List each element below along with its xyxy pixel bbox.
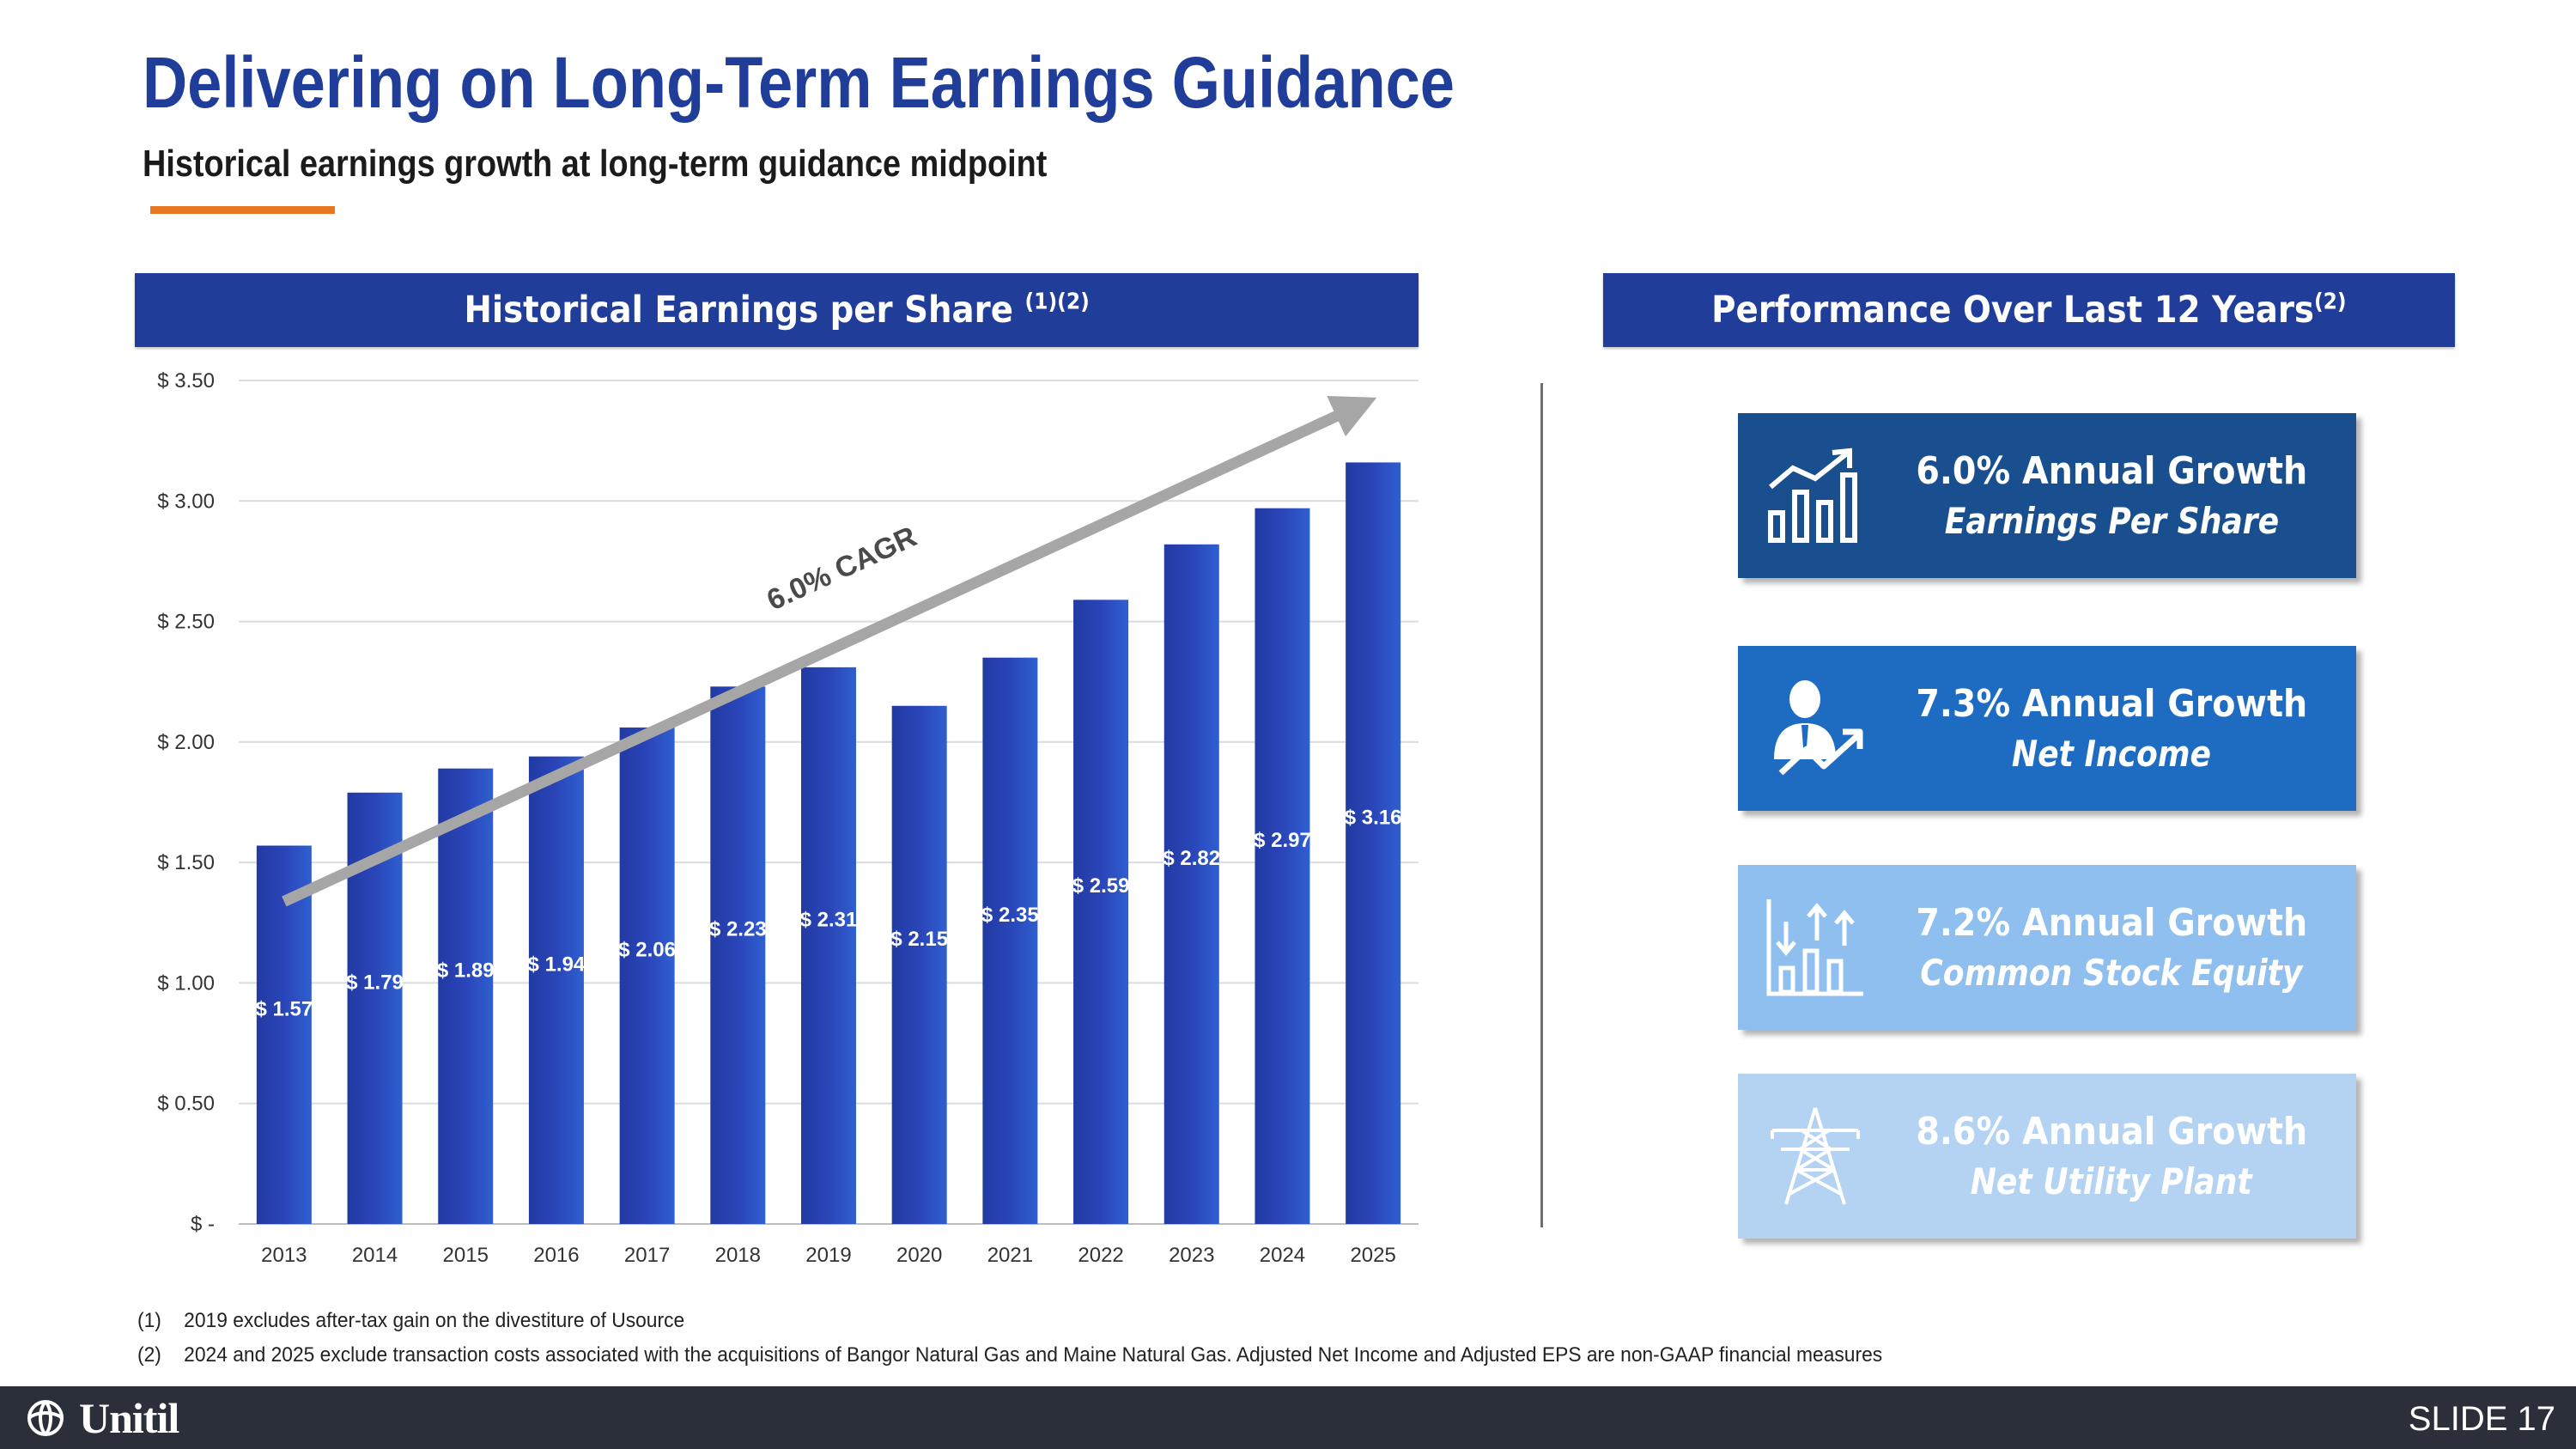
bar-value-label: $ 2.23 — [709, 918, 767, 941]
card-metric-label: Net Income — [2011, 733, 2212, 775]
page-title: Delivering on Long-Term Earnings Guidanc… — [143, 42, 1455, 123]
y-tick-label: $ 2.00 — [157, 731, 215, 754]
cagr-trend-arrow — [282, 396, 1377, 907]
bar — [1163, 544, 1219, 1224]
chart-panel-header-text: Historical Earnings per Share — [464, 289, 1013, 332]
bar-chart-growth-icon — [1768, 447, 1857, 543]
footer-bar: Unitil SLIDE 17 — [0, 1386, 2576, 1449]
bar — [619, 728, 675, 1224]
card-growth-value: 7.2% Annual Growth — [1916, 901, 2307, 945]
footnote-text: 2024 and 2025 exclude transaction costs … — [184, 1343, 1883, 1367]
cagr-annotation: 6.0% CAGR — [762, 521, 921, 618]
y-tick-label: $ 3.50 — [157, 369, 215, 393]
x-tick-label: 2020 — [896, 1244, 942, 1267]
page-subtitle: Historical earnings growth at long-term … — [143, 143, 1048, 185]
x-tick-label: 2025 — [1350, 1244, 1395, 1267]
performance-card-equity: 7.2% Annual Growth Common Stock Equity — [1738, 865, 2356, 1030]
performance-panel-header: Performance Over Last 12 Years(2) — [1603, 273, 2455, 347]
bar-value-label: $ 2.59 — [1072, 874, 1130, 898]
businessman-growth-icon — [1774, 680, 1863, 776]
y-tick-label: $ - — [191, 1213, 215, 1236]
performance-panel-header-footnote-ref: (2) — [2314, 289, 2347, 315]
bar-value-label: $ 3.16 — [1345, 806, 1402, 829]
logo-text: Unitil — [79, 1393, 179, 1442]
equity-bars-icon — [1766, 899, 1863, 996]
x-tick-label: 2019 — [805, 1244, 851, 1267]
x-tick-label: 2013 — [261, 1244, 307, 1267]
y-tick-label: $ 0.50 — [157, 1093, 215, 1116]
footnote-2: (2) 2024 and 2025 exclude transaction cos… — [137, 1343, 1882, 1367]
bar — [801, 667, 856, 1224]
y-tick-label: $ 1.50 — [157, 851, 215, 874]
company-logo: Unitil — [24, 1393, 179, 1442]
transmission-tower-icon — [1771, 1107, 1860, 1205]
performance-card-utility-plant: 8.6% Annual Growth Net Utility Plant — [1738, 1074, 2356, 1239]
footnote-number: (2) — [137, 1343, 161, 1367]
x-tick-label: 2016 — [533, 1244, 579, 1267]
performance-card-eps: 6.0% Annual Growth Earnings Per Share — [1738, 413, 2356, 578]
bar — [891, 705, 947, 1224]
bar — [438, 768, 494, 1224]
bar-value-label: $ 1.94 — [528, 953, 586, 976]
card-growth-value: 6.0% Annual Growth — [1916, 449, 2307, 493]
x-tick-label: 2023 — [1169, 1244, 1214, 1267]
bar-value-label: $ 1.89 — [437, 959, 495, 982]
x-tick-label: 2017 — [624, 1244, 670, 1267]
y-tick-label: $ 1.00 — [157, 971, 215, 995]
footnote-1: (1) 2019 excludes after-tax gain on the d… — [137, 1309, 684, 1333]
x-tick-label: 2022 — [1078, 1244, 1123, 1267]
bar — [1255, 508, 1310, 1224]
x-tick-label: 2018 — [715, 1244, 761, 1267]
card-growth-value: 7.3% Annual Growth — [1916, 682, 2307, 726]
chart-panel-header: Historical Earnings per Share (1)(2) — [135, 273, 1419, 347]
unitil-logo-icon — [27, 1399, 64, 1436]
performance-panel-header-text: Performance Over Last 12 Years — [1711, 289, 2315, 332]
bar-value-label: $ 1.79 — [346, 971, 404, 994]
x-tick-label: 2024 — [1260, 1244, 1305, 1267]
bar — [1073, 600, 1129, 1224]
bar-value-label: $ 1.57 — [255, 997, 313, 1020]
performance-card-net-income: 7.3% Annual Growth Net Income — [1738, 646, 2356, 811]
card-growth-value: 8.6% Annual Growth — [1916, 1110, 2307, 1154]
slide-number: SLIDE 17 — [2408, 1400, 2555, 1438]
bar-value-label: $ 2.35 — [981, 904, 1039, 927]
bar-value-label: $ 2.97 — [1254, 829, 1311, 852]
bar-value-label: $ 2.06 — [618, 939, 676, 962]
x-tick-label: 2021 — [987, 1244, 1033, 1267]
title-accent-rule — [150, 206, 335, 214]
card-metric-label: Common Stock Equity — [1920, 952, 2303, 994]
y-tick-label: $ 3.00 — [157, 490, 215, 513]
x-tick-label: 2015 — [443, 1244, 489, 1267]
footnote-text: 2019 excludes after-tax gain on the dive… — [184, 1309, 685, 1332]
y-tick-label: $ 2.50 — [157, 611, 215, 634]
x-tick-label: 2014 — [352, 1244, 398, 1267]
footnote-number: (1) — [137, 1309, 161, 1332]
card-metric-label: Earnings Per Share — [1944, 500, 2279, 542]
bar — [256, 845, 312, 1224]
card-metric-label: Net Utility Plant — [1971, 1160, 2252, 1202]
panel-divider — [1540, 383, 1543, 1227]
bar — [1346, 462, 1401, 1224]
bar — [528, 756, 584, 1224]
bar-value-label: $ 2.15 — [890, 928, 948, 951]
bar — [710, 686, 766, 1224]
bar — [982, 657, 1038, 1224]
bar-value-label: $ 2.82 — [1163, 847, 1220, 870]
chart-panel-header-footnote-ref: (1)(2) — [1024, 289, 1090, 315]
bar-value-label: $ 2.31 — [800, 908, 858, 931]
